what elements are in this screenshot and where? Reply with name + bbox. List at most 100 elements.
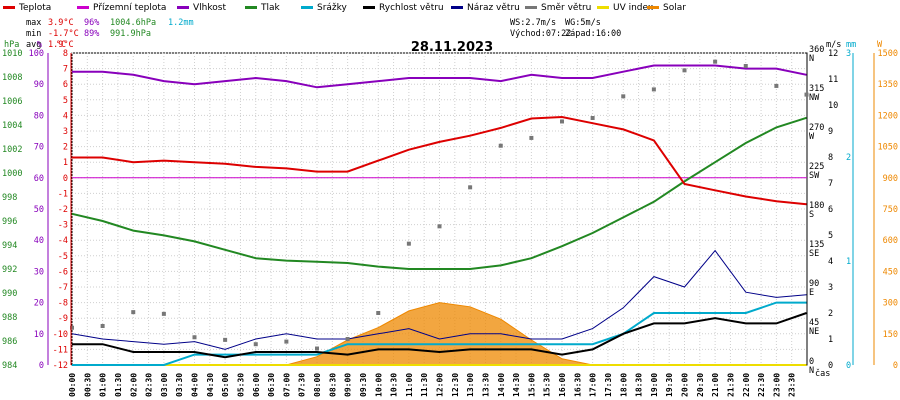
axis-tick-direction-deg: 225 bbox=[809, 162, 824, 172]
axis-tick-x: 08:30 bbox=[328, 373, 337, 397]
axis-tick-x: 17:30 bbox=[604, 373, 613, 397]
axis-tick-x: 11:30 bbox=[420, 373, 429, 397]
point-smer-vetru bbox=[498, 143, 503, 148]
axis-tick-ms: 1 bbox=[828, 335, 833, 345]
point-smer-vetru bbox=[590, 116, 595, 120]
axis-tick-x: 23:30 bbox=[788, 373, 797, 397]
axis-tick-ms: 4 bbox=[828, 257, 833, 267]
axis-tick-x: 14:30 bbox=[512, 373, 521, 397]
axis-tick-hpa: 994 bbox=[2, 241, 17, 251]
point-smer-vetru bbox=[192, 335, 197, 340]
legend-label: Směr větru bbox=[541, 3, 591, 13]
series-rychlost-vetru bbox=[72, 312, 807, 359]
axis-tick-mm: 3 bbox=[846, 49, 851, 59]
stats-block: max 3.9°C 96% 1004.6hPa 1.2mm min -1.7°C… bbox=[26, 18, 621, 50]
axis-tick-percent: 10 bbox=[34, 330, 44, 340]
axis-tick-w: 750 bbox=[883, 205, 898, 215]
axis-tick-x: 11:00 bbox=[405, 373, 414, 397]
axis-tick-w: 1050 bbox=[878, 143, 898, 153]
axis-tick-ms: 7 bbox=[828, 179, 833, 189]
axis-tick-x: 12:00 bbox=[436, 373, 445, 397]
axis-unit-ms: m/s bbox=[826, 40, 841, 50]
axis-tick-x: 01:30 bbox=[114, 373, 123, 397]
axis-tick-celsius: -3 bbox=[58, 221, 68, 231]
axis-tick-x: 23:00 bbox=[772, 373, 781, 397]
axis-tick-percent: 80 bbox=[34, 111, 44, 121]
point-smer-vetru bbox=[651, 87, 656, 92]
axis-tick-celsius: -11 bbox=[53, 345, 68, 355]
point-smer-vetru bbox=[70, 325, 74, 330]
legend-swatch bbox=[525, 6, 537, 9]
series-vlhkost bbox=[72, 64, 807, 89]
point-smer-vetru bbox=[560, 119, 564, 124]
axis-tick-hpa: 996 bbox=[2, 217, 17, 227]
axis-tick-x: 22:00 bbox=[742, 373, 751, 397]
stat-min-label: min bbox=[26, 29, 41, 39]
point-smer-vetru bbox=[253, 342, 258, 347]
legend-label: Rychlost větru bbox=[379, 3, 444, 13]
axis-tick-x: 06:30 bbox=[267, 373, 276, 397]
axis-tick-x: 00:30 bbox=[83, 373, 92, 397]
point-smer-vetru bbox=[161, 311, 166, 316]
axis-tick-celsius: 6 bbox=[63, 80, 68, 90]
axis-tick-direction: E bbox=[809, 288, 814, 298]
axis-tick-percent: 90 bbox=[34, 80, 44, 90]
axis-tick-direction-deg: 90 bbox=[809, 279, 819, 289]
legend-swatch bbox=[245, 6, 257, 9]
axis-tick-celsius: 3 bbox=[63, 127, 68, 137]
axis-tick-hpa: 986 bbox=[2, 337, 17, 347]
axis-tick-ms: 12 bbox=[828, 49, 838, 59]
axis-tick-direction: NE bbox=[809, 327, 819, 337]
axis-tick-ms: 2 bbox=[828, 309, 833, 319]
axis-tick-w: 300 bbox=[883, 299, 898, 309]
chart-title: 28.11.2023 bbox=[411, 40, 493, 55]
point-smer-vetru bbox=[804, 92, 809, 97]
axis-tick-direction: N bbox=[809, 366, 814, 376]
axis-tick-direction: W bbox=[809, 132, 815, 142]
stat-min-hum: 89% bbox=[84, 29, 99, 39]
axis-tick-ms: 11 bbox=[828, 75, 838, 85]
axis-tick-direction-deg: 270 bbox=[809, 123, 824, 133]
axis-tick-hpa: 990 bbox=[2, 289, 17, 299]
axis-tick-percent: 50 bbox=[34, 205, 44, 215]
axis-tick-celsius: 0 bbox=[63, 174, 68, 184]
axis-tick-percent: 40 bbox=[34, 236, 44, 246]
axis-tick-celsius: -6 bbox=[58, 267, 68, 277]
axis-tick-x: 13:00 bbox=[466, 373, 475, 397]
axis-tick-celsius: 5 bbox=[63, 96, 68, 106]
legend-swatch bbox=[77, 6, 89, 9]
axis-tick-mm: 2 bbox=[846, 153, 851, 163]
axis-tick-ms: 0 bbox=[828, 361, 833, 371]
axis-tick-hpa: 988 bbox=[2, 313, 17, 323]
stat-sunset: Západ:16:00 bbox=[565, 29, 621, 39]
axis-tick-x: 18:30 bbox=[635, 373, 644, 397]
axis-tick-celsius: -10 bbox=[53, 330, 68, 340]
axis-tick-x: 16:30 bbox=[573, 373, 582, 397]
stat-min-press: 991.9hPa bbox=[110, 29, 151, 39]
axis-tick-x: 06:00 bbox=[252, 373, 261, 397]
axis-tick-ms: 10 bbox=[828, 101, 838, 111]
axis-tick-direction: S bbox=[809, 210, 814, 220]
axis-tick-direction: NW bbox=[809, 93, 820, 103]
axis-tick-x: 00:00 bbox=[68, 373, 77, 397]
axis-tick-x: 07:30 bbox=[298, 373, 307, 397]
axis-tick-direction-deg: 315 bbox=[809, 84, 824, 94]
axis-tick-x: 21:00 bbox=[711, 373, 720, 397]
legend-label: Tlak bbox=[260, 3, 281, 13]
axis-tick-mm: 1 bbox=[846, 257, 851, 267]
axis-tick-w: 900 bbox=[883, 174, 898, 184]
axis-tick-percent: 0 bbox=[39, 361, 44, 371]
legend-swatch bbox=[3, 6, 15, 9]
axis-tick-percent: 60 bbox=[34, 174, 44, 184]
axis-tick-x: 16:00 bbox=[558, 373, 567, 397]
axis-tick-direction-deg: 135 bbox=[809, 240, 824, 250]
axis-tick-x: 17:00 bbox=[589, 373, 598, 397]
axis-tick-celsius: -2 bbox=[58, 205, 68, 215]
point-smer-vetru bbox=[406, 241, 411, 246]
point-smer-vetru bbox=[682, 68, 687, 73]
axis-tick-direction-deg: 360 bbox=[809, 45, 824, 55]
axis-tick-hpa: 1008 bbox=[2, 73, 22, 83]
axis-tick-w: 1200 bbox=[878, 111, 898, 121]
axis-tick-x: 09:00 bbox=[344, 373, 353, 397]
axis-tick-x: 05:30 bbox=[236, 373, 245, 397]
